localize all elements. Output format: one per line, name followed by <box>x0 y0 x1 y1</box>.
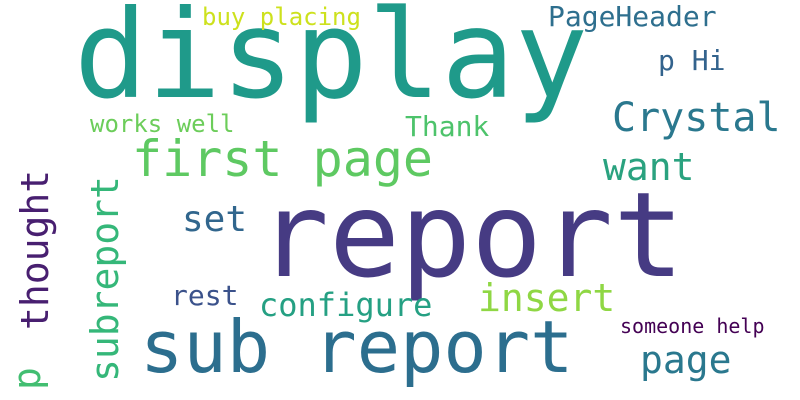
word-display: display <box>74 0 589 126</box>
word-rest: rest <box>171 279 239 312</box>
word-subreport: subreport <box>83 176 127 382</box>
word-configure: configure <box>259 286 433 324</box>
word-p: p <box>5 367 49 390</box>
word-sub-report: sub report <box>140 305 574 389</box>
word-someone-help: someone help <box>620 314 765 338</box>
word-works-well: works well <box>90 110 235 138</box>
word-first-page: first page <box>132 130 434 188</box>
word-buy-placing: buy placing <box>202 3 361 31</box>
word-insert: insert <box>478 276 616 320</box>
word-thank: Thank <box>405 110 490 143</box>
word-thought: thought <box>13 169 57 330</box>
word-want: want <box>603 145 695 189</box>
word-page: page <box>640 338 732 382</box>
word-pageheader: PageHeader <box>548 0 717 33</box>
word-crystal: Crystal <box>612 95 781 141</box>
word-set: set <box>182 199 248 240</box>
word-p-hi: p Hi <box>658 44 726 77</box>
word-report: report <box>258 166 685 304</box>
